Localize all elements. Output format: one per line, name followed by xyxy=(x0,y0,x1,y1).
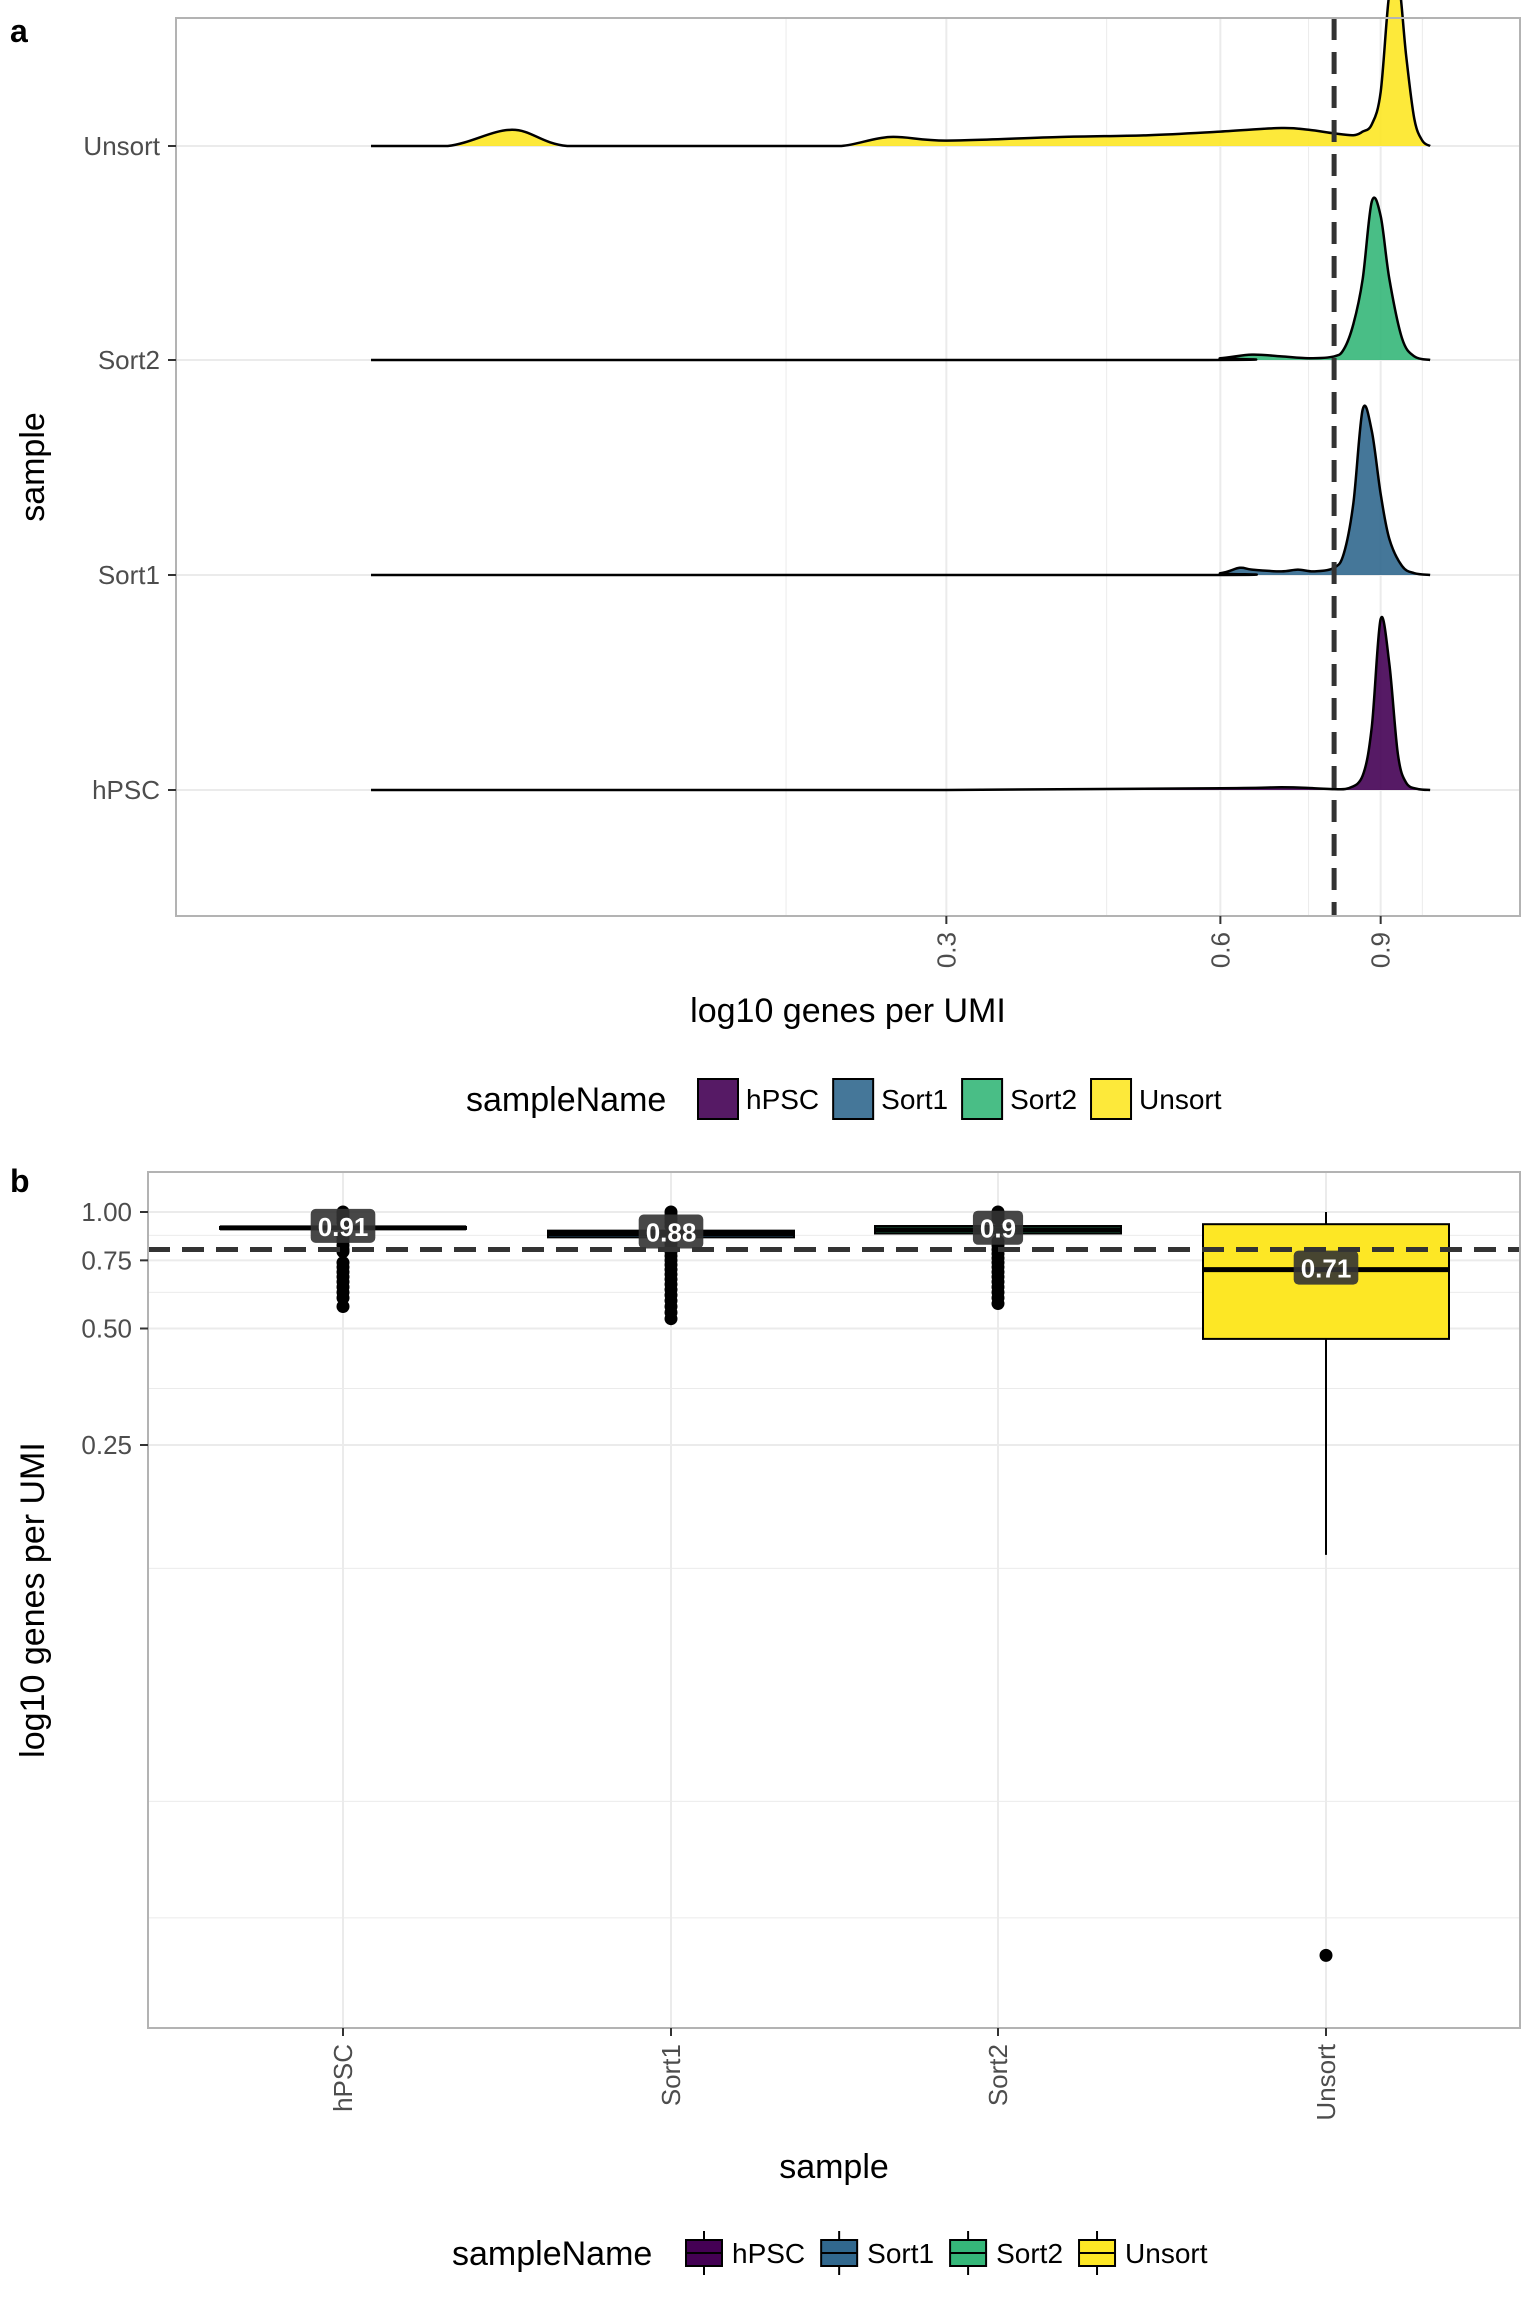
median-label-bg xyxy=(972,1210,1024,1245)
y-tick-label-a: Unsort xyxy=(83,131,160,161)
y-ticks-b: 0.25 0.50 0.75 1.00 xyxy=(81,1197,148,1460)
x-axis-title-b: sample xyxy=(779,2148,889,2186)
legend-a: sampleName hPSC Sort1 Sort2 Unsort xyxy=(466,1078,1222,1120)
plot-border-a xyxy=(175,17,1521,917)
y-tick-label-b: 0.50 xyxy=(81,1313,132,1343)
ridge-line-hpsc xyxy=(371,615,1431,792)
outlier-point xyxy=(336,1299,350,1313)
legend-label-hpsc: hPSC xyxy=(746,1084,819,1115)
median-label-hpsc: 0.91 xyxy=(318,1212,369,1242)
outlier-point xyxy=(1319,1948,1333,1962)
median-label-bg xyxy=(1293,1250,1359,1285)
box-chart-panel: 0.91 0.88 0.9 0.71 0.25 0.50 0.75 1.00 hPSC Sor… xyxy=(14,1171,1521,2186)
y-tick-label-a: Sort2 xyxy=(98,345,160,375)
x-tick-label-b: hPSC xyxy=(328,2044,358,2112)
y-tick-label-b: 1.00 xyxy=(81,1197,132,1227)
legend-label-sort2: Sort2 xyxy=(1010,1084,1077,1115)
y-ticks-a: hPSC Sort1 Sort2 Unsort xyxy=(83,131,176,805)
x-tick-label-a: 0.3 xyxy=(931,932,961,968)
y-tick-label-a: hPSC xyxy=(92,775,160,805)
plot-border-b xyxy=(147,1171,1521,2029)
median-labels: 0.91 0.88 0.9 0.71 xyxy=(310,1208,1359,1285)
ridge-fill-sort1 xyxy=(371,405,1431,575)
median-label-unsort: 0.71 xyxy=(1301,1254,1352,1284)
ridge-line-sort1 xyxy=(371,404,1431,577)
x-ticks-b: hPSC Sort1 Sort2 Unsort xyxy=(328,2028,1341,2121)
x-tick-label-a: 0.9 xyxy=(1366,932,1396,968)
outlier-point xyxy=(664,1312,678,1326)
legend-label-sort2: Sort2 xyxy=(996,2238,1063,2269)
legend-label-unsort: Unsort xyxy=(1139,1084,1222,1115)
median-label-sort2: 0.9 xyxy=(980,1214,1016,1244)
legend-key-hpsc xyxy=(697,1078,739,1120)
ridge-gridlines xyxy=(176,18,1520,916)
median-label-sort1: 0.88 xyxy=(646,1217,697,1247)
ridge-fill-hpsc xyxy=(371,616,1431,790)
x-tick-label-b: Sort2 xyxy=(983,2044,1013,2106)
y-tick-label-b: 0.25 xyxy=(81,1430,132,1460)
panel-tag-b: b xyxy=(10,1163,30,1199)
x-tick-label-b: Sort1 xyxy=(656,2044,686,2106)
median-label-bg xyxy=(638,1214,704,1249)
legend-title: sampleName xyxy=(452,2235,652,2273)
x-tick-label-b: Unsort xyxy=(1311,2043,1341,2120)
x-ticks-a: 0.3 0.6 0.9 xyxy=(931,916,1396,968)
legend-key-sort1 xyxy=(832,1078,875,1120)
median-label-bg xyxy=(310,1208,376,1243)
ridge-density-series xyxy=(371,0,1431,792)
x-axis-title-a: log10 genes per UMI xyxy=(690,992,1006,1030)
ridge-chart-panel: hPSC Sort1 Sort2 Unsort 0.3 0.6 0.9 log10 gen… xyxy=(14,0,1521,1030)
legend-label-unsort: Unsort xyxy=(1125,2238,1208,2269)
legend-b: sampleName hPSC Sort1 Sort2 Unsort xyxy=(452,2231,1208,2275)
panel-tag-a: a xyxy=(10,13,28,49)
legend-key-unsort xyxy=(1090,1078,1133,1120)
ridge-fill-sort2 xyxy=(371,197,1431,360)
legend-label-hpsc: hPSC xyxy=(732,2238,805,2269)
ridge-fill-unsort xyxy=(371,0,1431,147)
legend-label-sort1: Sort1 xyxy=(881,1084,948,1115)
y-axis-title-b: log10 genes per UMI xyxy=(14,1442,52,1758)
legend-label-sort1: Sort1 xyxy=(867,2238,934,2269)
ridge-line-sort2 xyxy=(371,196,1431,362)
box-series xyxy=(219,1205,1450,1962)
y-axis-title-a: sample xyxy=(14,412,52,522)
ridge-line-unsort xyxy=(371,0,1431,148)
y-tick-label-b: 0.75 xyxy=(81,1245,132,1275)
legend-key-sort2 xyxy=(961,1078,1004,1120)
outlier-point xyxy=(991,1297,1005,1311)
legend-title: sampleName xyxy=(466,1081,666,1119)
y-tick-label-a: Sort1 xyxy=(98,560,160,590)
x-tick-label-a: 0.6 xyxy=(1205,932,1235,968)
